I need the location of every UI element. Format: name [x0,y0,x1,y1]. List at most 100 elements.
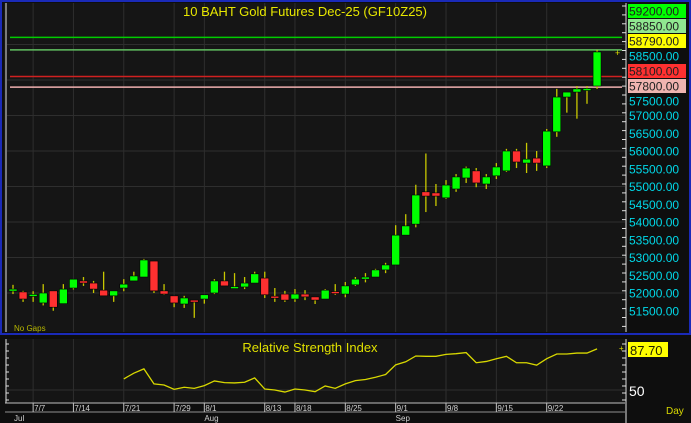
candle [230,273,239,289]
month-label: Sep [396,414,411,423]
candle [69,278,78,290]
month-label: Aug [204,414,218,423]
candle [8,284,18,295]
candle [502,148,511,172]
candle-body-up [240,282,249,288]
candle-body-up [129,275,139,282]
candle [461,166,471,183]
candle [220,271,229,287]
candle-body-up [542,130,552,167]
candle [391,225,400,266]
date-tick-label: 7/14 [74,404,90,413]
price-plot-area[interactable] [4,3,625,332]
candle [542,128,552,169]
candle [129,271,139,282]
price-tick-label: 54000.00 [629,216,679,230]
candle-body-down [330,291,340,294]
candle-body-up [371,269,380,278]
candle-body-up [69,278,78,289]
candle [441,180,451,199]
candle [149,260,159,293]
candle-body-up [8,288,18,292]
price-tick-label: 55500.00 [629,162,679,176]
candle [18,290,28,302]
price-level-box [628,34,686,48]
candle [532,151,541,171]
candle [582,86,592,104]
candle [280,290,290,302]
date-tick-label: 7/7 [34,404,46,413]
rsi-title: Relative Strength Index [242,340,378,355]
candle [371,268,380,278]
candle [109,290,118,302]
candle [28,291,38,302]
candle-body-up [451,176,461,190]
candle-body-up [179,297,189,305]
date-tick-label: 7/21 [125,404,141,413]
candle-body-up [341,285,350,295]
rsi-tick-50: 50 [629,383,645,399]
price-level-label: 59200.00 [629,5,679,19]
candle [572,86,582,119]
candle-body-down [471,170,481,184]
candle-body-up [492,166,501,177]
period-label[interactable]: Day [666,406,684,417]
candle [169,295,179,308]
candle-body-down [18,291,28,300]
candle-body-up [320,289,330,300]
month-label: Jul [14,414,24,423]
price-tick-label: 53000.00 [629,251,679,265]
candle-body-down [149,260,159,292]
candle [119,279,129,292]
candle-body-up [522,158,531,164]
candle [99,271,108,297]
date-tick-label: 9/1 [397,404,409,413]
candle [38,284,48,306]
candle-body-down [300,293,310,298]
date-tick-label: 8/25 [346,404,362,413]
rsi-last-value-box [628,342,668,357]
candle-body-up [250,273,259,284]
candle-body-up [109,290,118,297]
candle-body-up [139,259,149,278]
price-tick-label: 57500.00 [629,95,679,109]
candle [59,284,68,304]
candle-body-down [260,277,270,296]
rsi-last-value: 87.70 [630,343,663,358]
candle-body-up [411,194,421,225]
price-tick-label: 52000.00 [629,287,679,301]
candle [552,88,562,137]
date-tick-label: 7/29 [175,404,191,413]
candle [471,168,481,188]
candle-body-up [230,286,239,289]
candle-body-down [220,280,229,287]
price-tick-label: 56500.00 [629,127,679,141]
price-level-label: 57800.00 [629,80,679,94]
candle-body-down [189,299,199,303]
rsi-last-marker: + [619,344,624,353]
candle-body-up [381,264,390,271]
candle [351,277,360,286]
price-level-box [628,79,686,93]
candle [310,296,320,305]
candle-body-down [310,296,320,301]
rsi-line [123,348,598,393]
candle [330,284,340,295]
candle-body-up [481,176,491,185]
candle-body-down [421,191,431,197]
main-pane-frame [0,0,691,335]
price-level-label: 58100.00 [629,65,679,79]
last-price-marker: + [615,48,620,58]
rsi-plot-area[interactable] [5,339,625,403]
candle-body-up [38,292,48,304]
candle-body-down [280,293,290,301]
candle [48,290,58,311]
candle [361,273,370,283]
candle [381,262,390,274]
candle-body-up [401,225,411,236]
candle [481,174,491,189]
price-tick-label: 56000.00 [629,145,679,159]
price-level-box [628,19,686,33]
candle [89,280,98,293]
price-level-label: 58850.00 [629,20,679,34]
